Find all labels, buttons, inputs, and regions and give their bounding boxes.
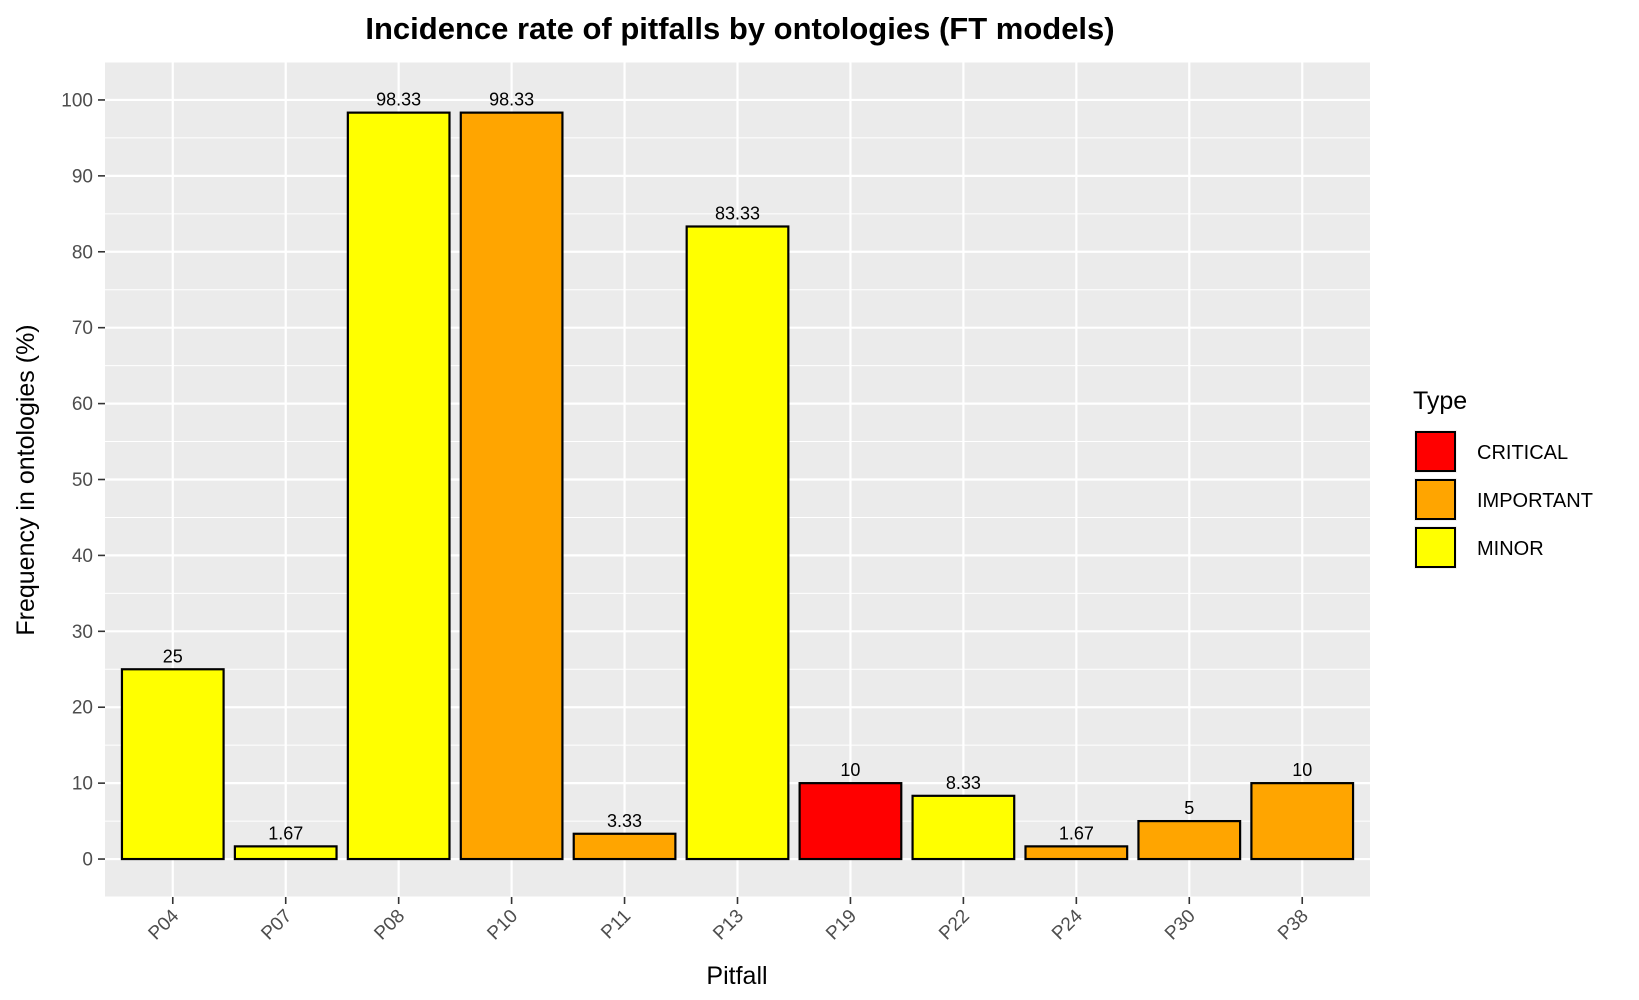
y-tick-label: 20 xyxy=(72,698,93,719)
data-label-p24: 1.67 xyxy=(1059,823,1094,843)
x-tick-label: P38 xyxy=(1274,906,1313,945)
bars xyxy=(120,111,1355,861)
x-tick-label: P30 xyxy=(1161,906,1200,945)
data-label-p04: 25 xyxy=(163,646,183,666)
bar-p13 xyxy=(685,225,790,861)
x-axis-title: Pitfall xyxy=(706,962,767,990)
y-tick-label: 0 xyxy=(82,850,93,871)
bar-p22 xyxy=(911,794,1016,861)
y-tick-label: 70 xyxy=(72,318,93,339)
data-label-p19: 10 xyxy=(840,760,860,780)
legend-label-minor: MINOR xyxy=(1477,538,1544,560)
y-tick-label: 30 xyxy=(72,622,93,643)
x-tick-label: P11 xyxy=(597,906,635,944)
x-axis: P04 P07 P08 P10 P11 P13 P19 P22 P24 P30 P38 xyxy=(145,897,1313,944)
bar-p08 xyxy=(346,111,451,861)
x-tick-label: P07 xyxy=(257,906,296,945)
data-label-p08: 98.33 xyxy=(376,90,421,110)
legend-swatch-important xyxy=(1415,479,1456,520)
legend-swatch-critical xyxy=(1415,431,1456,472)
y-tick-label: 50 xyxy=(72,470,93,491)
legend-swatch-minor xyxy=(1415,527,1456,568)
data-label-p22: 8.33 xyxy=(946,773,981,793)
y-tick-label: 80 xyxy=(72,242,93,263)
data-label-p07: 1.67 xyxy=(268,823,303,843)
bar-p04 xyxy=(120,668,225,861)
legend-label-important: IMPORTANT xyxy=(1477,490,1593,512)
x-tick-label: P08 xyxy=(370,906,409,945)
y-axis: 0 10 20 30 40 50 60 70 80 90 100 xyxy=(61,90,105,871)
x-tick-label: P10 xyxy=(483,906,522,945)
x-tick-label: P13 xyxy=(709,906,748,945)
legend-label-critical: CRITICAL xyxy=(1477,442,1568,464)
bar-p10 xyxy=(459,111,564,861)
bar-p30 xyxy=(1137,819,1242,861)
legend-title: Type xyxy=(1413,387,1467,415)
bar-p07 xyxy=(233,845,338,861)
y-tick-label: 40 xyxy=(72,546,93,567)
y-tick-label: 10 xyxy=(72,774,93,795)
x-tick-label: P22 xyxy=(935,906,974,945)
chart-title: Incidence rate of pitfalls by ontologies… xyxy=(365,11,1114,46)
data-label-p10: 98.33 xyxy=(489,90,534,110)
bar-p19 xyxy=(798,782,903,861)
x-tick-label: P04 xyxy=(145,905,184,944)
data-label-p38: 10 xyxy=(1292,760,1312,780)
bar-p11 xyxy=(572,832,677,861)
legend: Type CRITICAL IMPORTANT MINOR xyxy=(1413,387,1593,569)
x-tick-label: P24 xyxy=(1048,905,1087,944)
y-axis-title: Frequency in ontologies (%) xyxy=(12,324,40,635)
bar-p38 xyxy=(1250,782,1355,861)
data-label-p30: 5 xyxy=(1184,798,1194,818)
data-label-p11: 3.33 xyxy=(607,811,642,831)
y-tick-label: 100 xyxy=(61,90,93,111)
x-tick-label: P19 xyxy=(822,906,861,945)
data-label-p13: 83.33 xyxy=(715,203,760,223)
y-tick-label: 90 xyxy=(72,166,93,187)
y-tick-label: 60 xyxy=(72,394,93,415)
bar-p24 xyxy=(1024,845,1129,861)
data-labels: 25 1.67 98.33 98.33 3.33 83.33 10 8.33 1.67 5 10 xyxy=(163,90,1312,844)
